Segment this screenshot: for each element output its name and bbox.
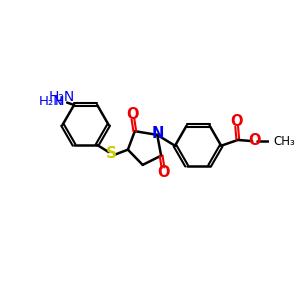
Text: N: N — [152, 126, 164, 141]
Text: S: S — [106, 146, 117, 161]
Text: O: O — [230, 114, 243, 129]
Text: O: O — [249, 133, 261, 148]
Text: H₂N: H₂N — [39, 95, 64, 108]
Text: H: H — [54, 95, 64, 108]
Text: CH₃: CH₃ — [274, 135, 296, 148]
Text: O: O — [126, 107, 139, 122]
Text: O: O — [157, 165, 170, 180]
Text: H₂N: H₂N — [48, 90, 74, 104]
